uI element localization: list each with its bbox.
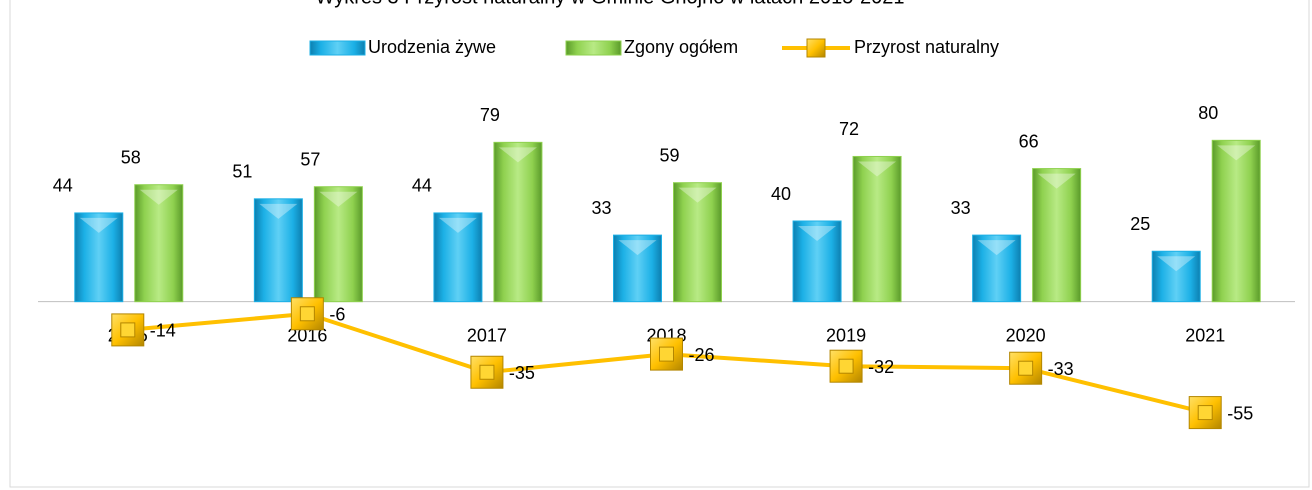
data-label: -26: [689, 345, 715, 365]
legend-label: Przyrost naturalny: [854, 37, 999, 57]
x-tick-label: 2017: [467, 325, 507, 345]
bar: [852, 155, 902, 303]
bar: [134, 184, 184, 303]
bar-bevel: [438, 217, 477, 233]
x-tick-label: 2016: [287, 325, 327, 345]
data-label: 25: [1130, 214, 1150, 234]
data-label: 44: [53, 176, 73, 196]
data-label: 33: [591, 198, 611, 218]
bar-bevel: [139, 189, 178, 205]
data-label: 66: [1019, 131, 1039, 151]
bar-bevel: [1217, 145, 1256, 161]
marker-inner: [1197, 405, 1213, 421]
bar: [433, 212, 483, 303]
data-label: -14: [150, 321, 176, 341]
x-tick-label: 2019: [826, 325, 866, 345]
bar: [673, 182, 722, 303]
data-label: 79: [480, 105, 500, 125]
bar-bevel: [1157, 256, 1196, 272]
data-label: -55: [1227, 403, 1253, 423]
data-label: 40: [771, 184, 791, 204]
marker-inner: [659, 346, 674, 362]
data-label: -6: [329, 305, 345, 325]
legend-swatch: [309, 40, 366, 56]
bar: [792, 220, 842, 303]
bar: [253, 198, 303, 303]
bar: [493, 141, 543, 303]
chart-title: Wykres 3 Przyrost naturalny w Gminie Gno…: [316, 0, 905, 8]
bar-bevel: [977, 240, 1016, 256]
bar-bevel: [319, 191, 358, 207]
bar: [74, 212, 124, 303]
bar-bevel: [618, 240, 657, 256]
bar-bevel: [498, 147, 537, 163]
data-label: -35: [509, 363, 535, 383]
data-label: 72: [839, 119, 859, 139]
data-label: 59: [659, 145, 679, 165]
bar-bevel: [798, 226, 837, 241]
data-label: 44: [412, 176, 432, 196]
chart-border: [9, 0, 1310, 488]
marker-inner: [299, 306, 315, 322]
bar: [1211, 139, 1261, 303]
data-label: 33: [951, 198, 971, 218]
data-label: 51: [232, 162, 252, 182]
bar: [1151, 250, 1201, 303]
data-label: -32: [868, 357, 894, 377]
data-label: -33: [1048, 359, 1074, 379]
marker-inner: [1018, 360, 1034, 376]
marker-inner: [479, 364, 495, 380]
legend-swatch: [565, 40, 622, 56]
bar-bevel: [259, 203, 298, 219]
legend-label: Zgony ogółem: [624, 37, 738, 57]
bar-bevel: [858, 161, 897, 177]
bar-bevel: [79, 217, 118, 233]
data-label: 80: [1198, 103, 1218, 123]
marker-inner: [120, 322, 136, 338]
legend-marker: [806, 38, 826, 58]
marker-inner: [838, 358, 854, 374]
x-tick-label: 2020: [1006, 325, 1046, 345]
bar: [613, 234, 662, 303]
data-label: 57: [300, 149, 320, 169]
bar-bevel: [678, 187, 717, 203]
bar-bevel: [1037, 173, 1076, 189]
line-marker: [829, 349, 863, 383]
data-label: 58: [121, 147, 141, 167]
bar: [972, 234, 1022, 303]
bar: [313, 186, 363, 303]
x-tick-label: 2021: [1185, 325, 1225, 345]
bar: [1032, 168, 1082, 303]
legend-label: Urodzenia żywe: [368, 37, 496, 57]
